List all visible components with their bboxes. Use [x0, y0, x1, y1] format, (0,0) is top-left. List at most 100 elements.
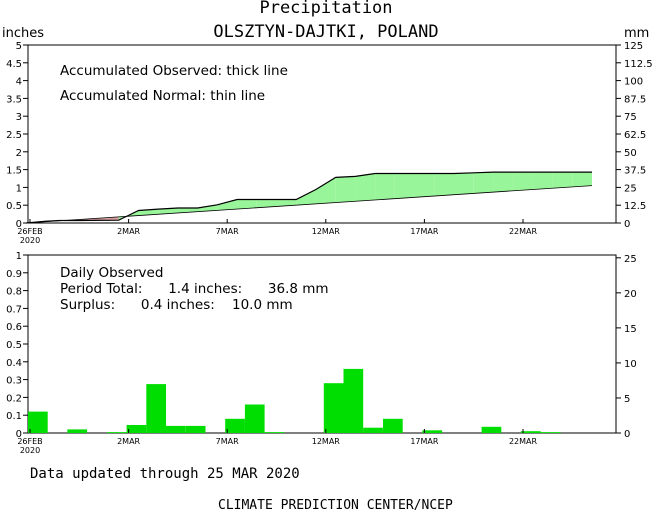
daily-left-y-label: 0.4 — [6, 358, 22, 369]
acc-right-y-label: 62.5 — [624, 130, 646, 141]
acc-right-y-label: 12.5 — [624, 201, 646, 212]
acc-x-tick-label: 26FEB — [17, 227, 42, 236]
data-updated-note: Data updated through 25 MAR 2020 — [30, 466, 300, 482]
daily-bar — [106, 432, 127, 433]
daily-left-y-label: 0 — [16, 429, 22, 440]
daily-x-tick-label: 26FEB — [17, 437, 42, 446]
daily-right-y-label: 20 — [624, 289, 637, 300]
daily-bar — [540, 432, 561, 433]
accumulated-difference-fill — [315, 177, 336, 204]
right-unit-label: mm — [624, 26, 649, 41]
daily-left-y-label: 0.2 — [6, 393, 22, 404]
daily-bar — [343, 368, 364, 433]
daily-x-year-label: 2020 — [20, 446, 40, 455]
acc-left-y-label: 1.5 — [6, 166, 22, 177]
accumulated-difference-fill — [552, 172, 573, 189]
legend-daily-observed: Daily Observed — [60, 265, 163, 281]
acc-x-tick-label: 17MAR — [410, 227, 439, 236]
daily-bar — [264, 432, 285, 433]
accumulated-difference-fill — [493, 172, 514, 193]
daily-x-tick-label: 7MAR — [216, 437, 239, 446]
acc-x-tick-label: 22MAR — [509, 227, 538, 236]
acc-right-y-label: 112.5 — [624, 59, 652, 70]
accumulated-difference-fill — [434, 173, 454, 196]
accumulated-difference-fill — [237, 199, 257, 210]
accumulated-difference-fill — [473, 172, 494, 194]
accumulated-difference-fill — [335, 176, 356, 203]
daily-left-y-label: 0.9 — [6, 269, 22, 280]
daily-bar — [422, 430, 443, 433]
precipitation-plots: inches mm0 00.5 12.51 251.5 37.52 502.5 62.53 75… — [2, 26, 652, 455]
daily-left-y-label: 0.5 — [6, 340, 22, 351]
daily-bar — [225, 418, 245, 433]
accumulated-difference-fill — [256, 199, 277, 208]
accumulated-difference-fill — [375, 173, 395, 200]
daily-left-y-label: 0.3 — [6, 376, 22, 387]
accumulated-difference-fill — [454, 172, 474, 195]
acc-left-y-label: 0.5 — [6, 201, 22, 212]
daily-left-y-label: 1 — [16, 251, 22, 262]
acc-right-y-label: 87.5 — [624, 94, 646, 105]
station-name: OLSZTYN-DAJTKI, POLAND — [213, 22, 439, 42]
daily-left-y-label: 0.8 — [6, 287, 22, 298]
daily-bar — [146, 384, 166, 433]
acc-left-y-label: 3 — [16, 112, 22, 123]
accumulated-difference-fill — [355, 173, 376, 202]
accumulated-observed-line — [26, 171, 592, 224]
accumulated-difference-fill — [197, 204, 218, 212]
acc-right-y-label: 100 — [624, 77, 643, 88]
daily-bar — [244, 404, 265, 433]
accumulated-difference-fill — [276, 199, 297, 207]
accumulated-difference-fill — [217, 199, 238, 211]
acc-left-y-label: 3.5 — [6, 94, 22, 105]
accumulated-difference-fill — [572, 172, 592, 187]
daily-bar — [166, 425, 186, 433]
acc-right-y-label: 25 — [624, 183, 637, 194]
acc-x-tick-label: 2MAR — [117, 227, 140, 236]
legend-normal: Accumulated Normal: thin line — [60, 88, 265, 104]
accumulated-difference-fill — [532, 172, 553, 190]
accumulated-normal-line — [26, 185, 593, 224]
period-total-text: Period Total: 1.4 inches: 36.8 mm — [60, 281, 329, 297]
daily-x-tick-label: 2MAR — [117, 437, 140, 446]
accumulated-difference-fill — [513, 172, 533, 191]
daily-bar — [323, 383, 344, 433]
daily-bar — [126, 425, 147, 433]
daily-right-y-label: 10 — [624, 359, 637, 370]
left-unit-label: inches — [2, 26, 44, 41]
accumulated-difference-fill — [414, 173, 435, 198]
daily-left-y-label: 0.1 — [6, 411, 22, 422]
accumulated-panel: inches mm0 00.5 12.51 251.5 37.52 502.5 62.53 75… — [2, 26, 652, 245]
acc-left-y-label: 0 — [16, 219, 22, 230]
daily-x-tick-label: 22MAR — [509, 437, 538, 446]
acc-left-y-label: 4 — [16, 77, 22, 88]
acc-left-y-label: 2 — [16, 148, 22, 159]
daily-bar — [521, 431, 541, 433]
acc-right-y-label: 75 — [624, 112, 637, 123]
acc-x-year-label: 2020 — [20, 236, 40, 245]
daily-bar — [481, 426, 502, 433]
acc-left-y-label: 4.5 — [6, 59, 22, 70]
acc-right-y-label: 0 — [624, 219, 630, 230]
acc-right-y-label: 37.5 — [624, 166, 646, 177]
daily-right-y-label: 0 — [624, 429, 630, 440]
daily-right-y-label: 15 — [624, 324, 637, 335]
daily-bar — [28, 411, 48, 433]
daily-left-y-label: 0.6 — [6, 322, 22, 333]
acc-left-y-label: 1 — [16, 183, 22, 194]
daily-bar — [383, 418, 403, 433]
daily-bar — [185, 425, 206, 433]
acc-left-y-label: 5 — [16, 41, 22, 52]
daily-bar — [363, 427, 383, 433]
accumulated-difference-fill — [394, 173, 415, 199]
daily-right-y-label: 25 — [624, 254, 637, 265]
acc-x-tick-label: 7MAR — [216, 227, 239, 236]
acc-right-y-label: 50 — [624, 148, 637, 159]
acc-right-y-label: 125 — [624, 41, 643, 52]
legend-observed: Accumulated Observed: thick line — [60, 63, 288, 79]
daily-panel: 00.10.20.30.40.50.60.70.80.9105101520252… — [6, 251, 637, 455]
daily-right-y-label: 5 — [624, 394, 630, 405]
acc-left-y-label: 2.5 — [6, 130, 22, 141]
daily-left-y-label: 0.7 — [6, 304, 22, 315]
